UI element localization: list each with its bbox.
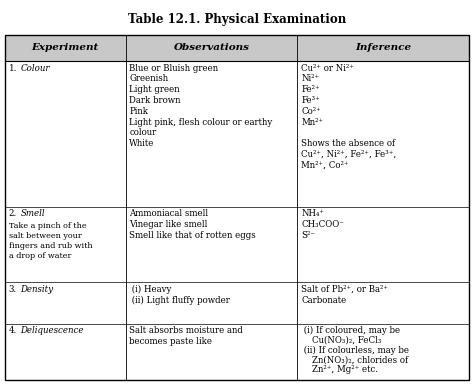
Text: Inference: Inference (355, 43, 411, 53)
Text: Salt of Pb²⁺, or Ba²⁺: Salt of Pb²⁺, or Ba²⁺ (301, 285, 388, 294)
Text: 1.: 1. (9, 64, 17, 73)
Text: Smell: Smell (20, 209, 45, 218)
Text: Salt absorbs moisture and: Salt absorbs moisture and (129, 326, 243, 335)
Text: Smell like that of rotten eggs: Smell like that of rotten eggs (129, 231, 256, 240)
Text: CH₃COO⁻: CH₃COO⁻ (301, 220, 344, 229)
Text: Experiment: Experiment (31, 43, 99, 53)
Text: Deliquescence: Deliquescence (20, 326, 84, 335)
Text: (ii) If colourless, may be: (ii) If colourless, may be (301, 346, 409, 355)
Text: Dark brown: Dark brown (129, 96, 181, 105)
Text: Cu²⁺, Ni²⁺, Fe²⁺, Fe³⁺,: Cu²⁺, Ni²⁺, Fe²⁺, Fe³⁺, (301, 150, 396, 159)
Text: (ii) Light fluffy powder: (ii) Light fluffy powder (129, 296, 230, 305)
Text: Colour: Colour (20, 64, 50, 73)
Text: Blue or Bluish green: Blue or Bluish green (129, 64, 219, 73)
Text: Vinegar like smell: Vinegar like smell (129, 220, 208, 229)
Text: Ammoniacal smell: Ammoniacal smell (129, 209, 209, 218)
Text: 2.: 2. (9, 209, 17, 218)
Text: fingers and rub with: fingers and rub with (9, 242, 92, 250)
Text: Pink: Pink (129, 107, 148, 116)
Text: Light green: Light green (129, 85, 180, 94)
Text: Mn²⁺: Mn²⁺ (301, 118, 323, 126)
Text: Fe²⁺: Fe²⁺ (301, 85, 320, 94)
Text: White: White (129, 139, 155, 148)
Text: NH₄⁺: NH₄⁺ (301, 209, 324, 218)
Bar (5, 35, 126, 61)
Text: Light pink, flesh colour or earthy: Light pink, flesh colour or earthy (129, 118, 273, 126)
Text: Shows the absence of: Shows the absence of (301, 139, 395, 148)
Text: 4.: 4. (9, 326, 17, 335)
Text: Fe³⁺: Fe³⁺ (301, 96, 320, 105)
Text: Ni²⁺: Ni²⁺ (301, 74, 319, 83)
Text: Greenish: Greenish (129, 74, 168, 83)
Text: S²⁻: S²⁻ (301, 231, 315, 240)
Text: Observations: Observations (173, 43, 249, 53)
Bar (126, 35, 297, 61)
Text: Carbonate: Carbonate (301, 296, 346, 305)
Text: Density: Density (20, 285, 54, 294)
Text: Co²⁺: Co²⁺ (301, 107, 321, 116)
Text: salt between your: salt between your (9, 232, 81, 240)
Text: colour: colour (129, 128, 156, 137)
Text: becomes paste like: becomes paste like (129, 337, 212, 346)
Text: Zn(NO₃)₂, chlorides of: Zn(NO₃)₂, chlorides of (301, 356, 408, 364)
Text: Cu²⁺ or Ni²⁺: Cu²⁺ or Ni²⁺ (301, 64, 354, 73)
Text: Mn²⁺, Co²⁺: Mn²⁺, Co²⁺ (301, 161, 349, 169)
Text: Cu(NO₃)₂, FeCl₃: Cu(NO₃)₂, FeCl₃ (301, 336, 382, 345)
Text: a drop of water: a drop of water (9, 252, 71, 260)
Text: Take a pinch of the: Take a pinch of the (9, 222, 86, 230)
Text: (i) If coloured, may be: (i) If coloured, may be (301, 326, 401, 335)
Text: (i) Heavy: (i) Heavy (129, 285, 172, 294)
Text: 3.: 3. (9, 285, 17, 294)
Text: Zn²⁺, Mg²⁺ etc.: Zn²⁺, Mg²⁺ etc. (301, 366, 378, 374)
Text: Table 12.1. Physical Examination: Table 12.1. Physical Examination (128, 13, 346, 26)
Bar (297, 35, 469, 61)
